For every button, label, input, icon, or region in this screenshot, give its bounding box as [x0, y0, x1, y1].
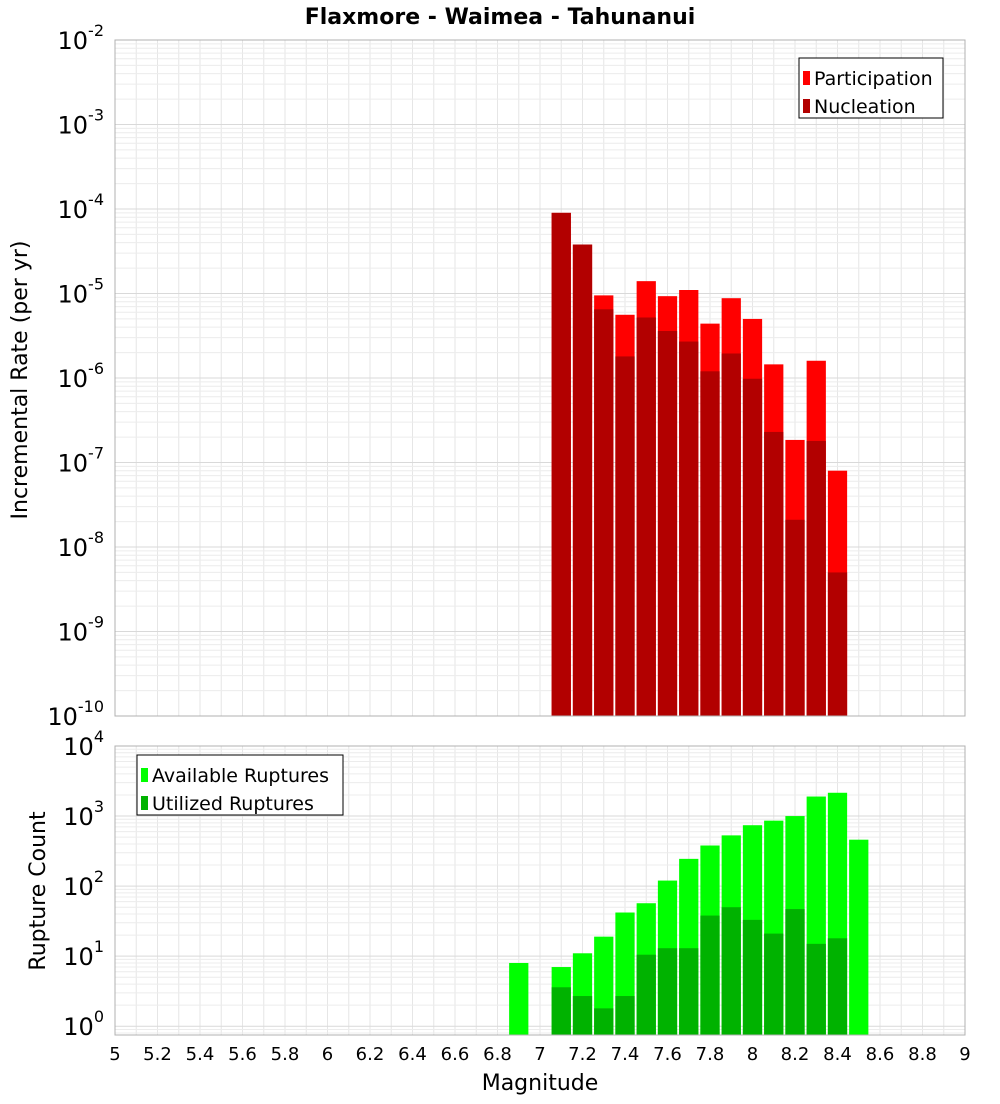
count-bar-inner: [700, 915, 720, 1035]
x-tick-label: 7.2: [568, 1044, 597, 1065]
rate-y-tick-label: 10-5: [58, 275, 105, 309]
x-tick-label: 8.4: [823, 1044, 852, 1065]
x-tick-label: 9: [959, 1044, 970, 1065]
rate-y-tick-label: 10-8: [58, 528, 105, 562]
x-tick-label: 6: [322, 1044, 333, 1065]
count-bar-inner: [785, 909, 805, 1035]
count-y-tick-label: 104: [63, 727, 104, 761]
x-tick-label: 8.6: [866, 1044, 895, 1065]
count-bar-inner: [657, 948, 678, 1035]
x-tick-label: 6.2: [356, 1044, 385, 1065]
rate-y-tick-label: 10-7: [58, 444, 105, 478]
rate-y-tick-label: 10-2: [58, 21, 105, 55]
count-legend-swatch: [141, 796, 148, 810]
rate-plot-frame: [114, 39, 966, 717]
count-panel: 100 101 102 103 104 5 5.2 5.4 5.6 5.8 6 6.2 6.4 6.6 6.…: [63, 727, 970, 1065]
rate-bar-inner: [700, 371, 720, 716]
rate-bar-inner: [742, 378, 763, 716]
count-bar-inner: [615, 996, 635, 1035]
rate-y-tick-label: 10-9: [58, 613, 105, 647]
x-tick-label: 5.6: [228, 1044, 257, 1065]
rate-bar-inner: [615, 356, 635, 716]
rate-legend-label: Nucleation: [814, 96, 916, 118]
x-axis-label: Magnitude: [482, 1071, 599, 1096]
chart-title: Flaxmore - Waimea - Tahunanui: [305, 5, 696, 30]
count-bar-inner: [764, 933, 784, 1035]
rate-y-tick-label: 10-10: [47, 697, 104, 731]
rate-y-tick-label: 10-3: [58, 106, 105, 140]
rate-panel: 10-10 10-9 10-8 10-7 10-6 10-5 10-4 10-3 10-2 Par…: [47, 21, 966, 731]
rate-legend-swatch: [803, 71, 810, 85]
rate-legend: [798, 57, 944, 119]
rate-bar-inner: [551, 212, 571, 716]
count-bar-inner: [572, 996, 593, 1035]
count-y-tick-label: 100: [63, 1007, 104, 1041]
rate-legend-label: Participation: [814, 68, 933, 90]
count-y-tick-label: 103: [63, 797, 104, 831]
rate-legend-swatch: [803, 99, 810, 113]
count-legend-label: Utilized Ruptures: [152, 793, 314, 815]
rate-bar-inner: [785, 519, 805, 716]
rate-bar-inner: [827, 572, 848, 716]
count-plot-frame: [114, 745, 966, 1036]
rate-bar-inner: [806, 440, 826, 716]
rate-bar-inner: [657, 330, 678, 716]
x-tick-label: 5: [109, 1044, 120, 1065]
count-bar-inner: [551, 987, 571, 1035]
x-tick-label: 5.2: [143, 1044, 172, 1065]
count-bar-inner: [594, 1008, 614, 1035]
x-tick-label: 7: [534, 1044, 545, 1065]
count-bar-inner: [721, 907, 741, 1035]
x-tick-label: 7.6: [653, 1044, 682, 1065]
count-bar-inner: [806, 943, 826, 1035]
count-legend-swatch: [141, 768, 148, 782]
x-tick-label: 5.4: [186, 1044, 215, 1065]
rate-bar-inner: [721, 353, 741, 716]
x-tick-label: 8.8: [908, 1044, 937, 1065]
rate-bar-inner: [594, 309, 614, 716]
x-tick-label: 7.8: [696, 1044, 725, 1065]
x-tick-label: 6.8: [483, 1044, 512, 1065]
rate-bar-inner: [764, 431, 784, 716]
count-bar-outer: [849, 839, 869, 1035]
count-bar-inner: [636, 954, 656, 1035]
count-bar-inner: [679, 948, 699, 1035]
rate-bar-inner: [679, 341, 699, 716]
count-legend: [136, 754, 344, 816]
count-y-tick-label: 101: [63, 937, 104, 971]
rate-bar-inner: [636, 317, 656, 716]
count-y-tick-label: 102: [63, 867, 104, 901]
x-tick-label: 6.4: [398, 1044, 427, 1065]
rate-bar-inner: [572, 244, 593, 716]
x-tick-label: 8.2: [781, 1044, 810, 1065]
rate-y-tick-label: 10-6: [58, 359, 105, 393]
x-tick-label: 8: [747, 1044, 758, 1065]
rate-y-tick-label: 10-4: [58, 190, 105, 224]
x-tick-label: 6.6: [441, 1044, 470, 1065]
x-tick-label: 5.8: [271, 1044, 300, 1065]
top-y-axis-label: Incremental Rate (per yr): [8, 241, 33, 520]
count-bar-inner: [827, 938, 848, 1035]
count-bar-inner: [742, 919, 763, 1035]
x-tick-label: 7.4: [611, 1044, 640, 1065]
bottom-y-axis-label: Rupture Count: [26, 811, 51, 971]
count-legend-label: Available Ruptures: [152, 765, 329, 787]
count-bar-outer: [509, 962, 529, 1035]
